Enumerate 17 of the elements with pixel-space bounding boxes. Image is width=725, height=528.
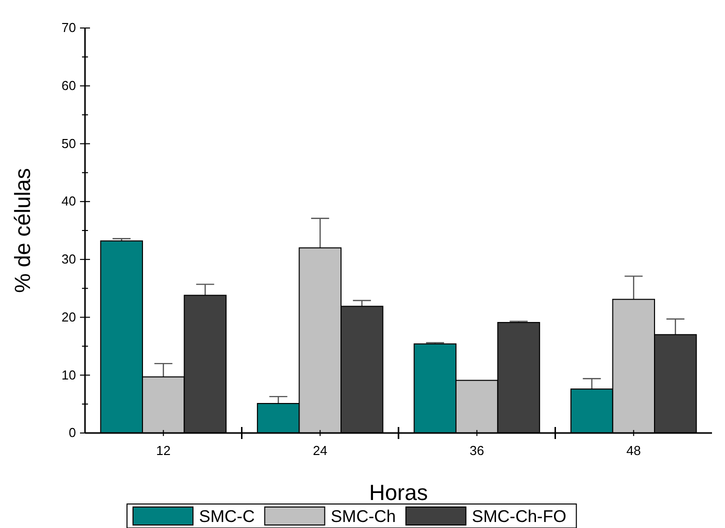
x-tick-label: 36 <box>470 443 484 458</box>
legend-label: SMC-Ch <box>330 507 396 526</box>
x-tick-label: 48 <box>626 443 641 458</box>
y-axis-title: % de células <box>10 168 35 293</box>
legend-label: SMC-C <box>199 507 255 526</box>
y-tick-label: 60 <box>62 78 76 94</box>
y-tick-label: 70 <box>62 20 76 36</box>
y-tick-label: 30 <box>62 252 76 267</box>
y-tick-label: 10 <box>62 367 76 382</box>
x-axis-title: Horas <box>369 480 428 505</box>
y-tick-label: 50 <box>62 136 76 151</box>
y-tick-label: 20 <box>62 309 76 324</box>
x-tick-label: 12 <box>156 443 171 458</box>
y-tick-label: 0 <box>68 425 76 440</box>
x-tick-label: 24 <box>312 443 328 458</box>
legend-label: SMC-Ch-FO <box>472 507 566 526</box>
y-tick-label: 40 <box>62 194 76 209</box>
